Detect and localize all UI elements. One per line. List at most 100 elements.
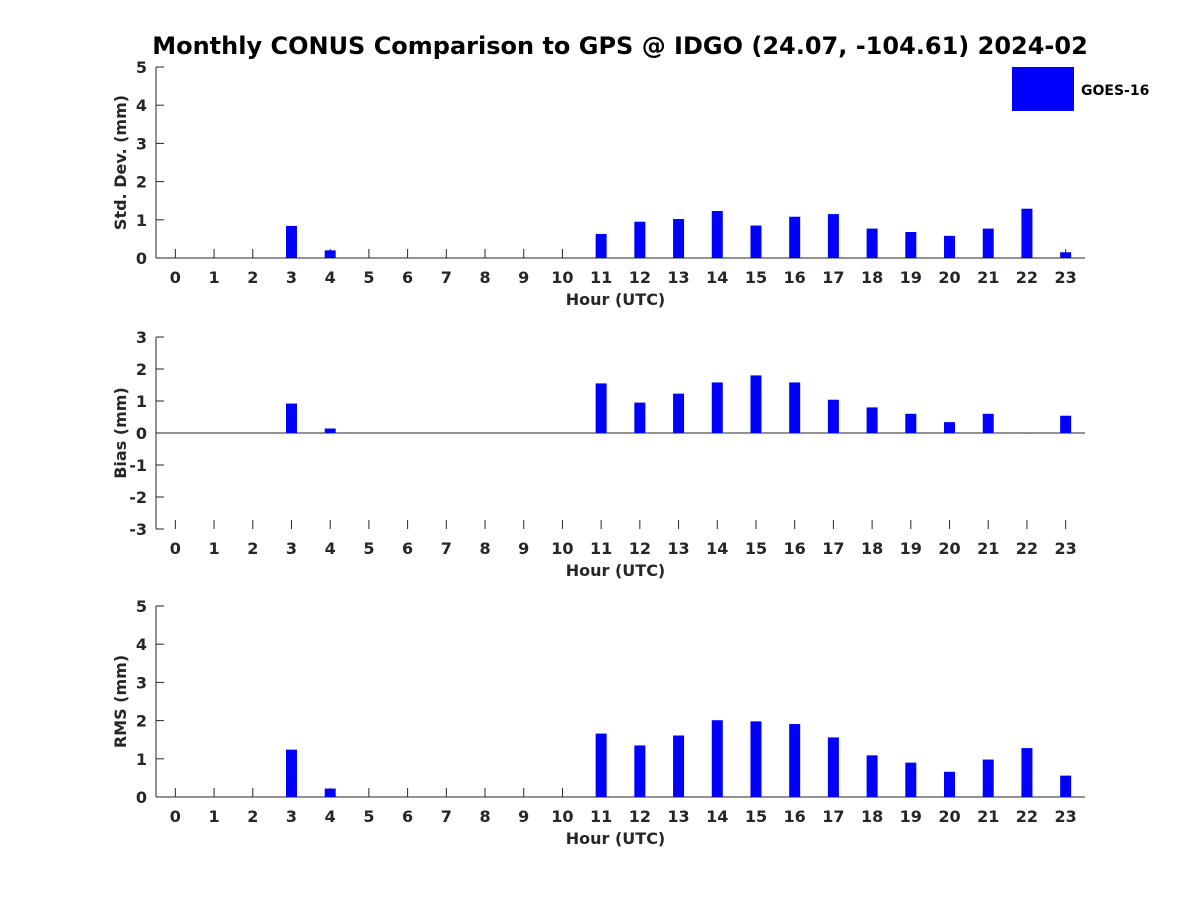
- x-tick-label: 9: [518, 268, 529, 287]
- x-tick-label: 21: [977, 268, 999, 287]
- bar: [595, 733, 607, 797]
- x-tick-label: 4: [325, 539, 336, 558]
- x-tick-label: 7: [441, 268, 452, 287]
- y-tick-label: 0: [136, 424, 147, 443]
- bar: [595, 383, 607, 433]
- y-tick-label: 1: [136, 211, 147, 230]
- bar: [1021, 208, 1033, 258]
- x-tick-label: 18: [861, 539, 883, 558]
- x-tick-label: 8: [479, 807, 490, 826]
- y-tick-label: 3: [136, 328, 147, 347]
- bar: [827, 214, 839, 258]
- bar: [324, 428, 336, 433]
- chart-title: Monthly CONUS Comparison to GPS @ IDGO (…: [152, 32, 1088, 60]
- y-tick-label: 0: [136, 249, 147, 268]
- x-tick-label: 14: [706, 807, 728, 826]
- x-tick-label: 19: [900, 539, 922, 558]
- x-tick-label: 20: [938, 539, 960, 558]
- x-tick-label: 17: [822, 807, 844, 826]
- bar: [827, 399, 839, 433]
- bar: [634, 745, 646, 797]
- x-tick-label: 9: [518, 539, 529, 558]
- bar: [944, 422, 956, 433]
- x-tick-label: 13: [667, 268, 689, 287]
- x-tick-label: 16: [784, 268, 806, 287]
- x-tick-label: 21: [977, 807, 999, 826]
- x-tick-label: 23: [1055, 268, 1077, 287]
- y-axis-label: Std. Dev. (mm): [111, 95, 130, 230]
- x-tick-label: 13: [667, 807, 689, 826]
- bar: [1060, 415, 1072, 433]
- x-tick-label: 5: [363, 268, 374, 287]
- x-axis-label: Hour (UTC): [566, 829, 666, 848]
- y-tick-label: 4: [136, 635, 147, 654]
- bar: [285, 225, 297, 258]
- x-tick-label: 6: [402, 268, 413, 287]
- bar: [1021, 748, 1033, 797]
- y-tick-label: -1: [129, 456, 147, 475]
- bar: [673, 735, 685, 797]
- legend-label: GOES-16: [1081, 83, 1149, 99]
- x-tick-label: 10: [551, 268, 573, 287]
- x-tick-label: 11: [590, 539, 612, 558]
- bar: [866, 407, 878, 433]
- x-tick-label: 23: [1055, 539, 1077, 558]
- x-tick-label: 2: [247, 268, 258, 287]
- x-tick-label: 8: [479, 539, 490, 558]
- bar: [866, 755, 878, 797]
- x-tick-label: 23: [1055, 807, 1077, 826]
- x-tick-label: 15: [745, 807, 767, 826]
- x-tick-label: 22: [1016, 268, 1038, 287]
- y-axis-label: Bias (mm): [111, 387, 130, 479]
- y-tick-label: 5: [136, 58, 147, 77]
- x-tick-label: 12: [629, 539, 651, 558]
- y-tick-label: 2: [136, 173, 147, 192]
- x-tick-label: 3: [286, 807, 297, 826]
- x-tick-label: 18: [861, 807, 883, 826]
- x-tick-label: 15: [745, 268, 767, 287]
- y-tick-label: 2: [136, 360, 147, 379]
- x-tick-label: 7: [441, 539, 452, 558]
- x-axis-label: Hour (UTC): [566, 561, 666, 580]
- x-tick-label: 22: [1016, 807, 1038, 826]
- bar: [750, 721, 762, 797]
- y-tick-label: 4: [136, 96, 147, 115]
- y-tick-label: -3: [129, 520, 147, 539]
- bar: [982, 759, 994, 797]
- y-tick-label: 2: [136, 712, 147, 731]
- x-tick-label: 16: [784, 807, 806, 826]
- y-tick-label: 1: [136, 392, 147, 411]
- bar: [944, 235, 956, 258]
- bar: [827, 737, 839, 797]
- bar: [982, 413, 994, 433]
- bar: [711, 720, 723, 797]
- bar: [905, 413, 917, 433]
- x-tick-label: 17: [822, 268, 844, 287]
- y-tick-label: 3: [136, 673, 147, 692]
- x-tick-label: 22: [1016, 539, 1038, 558]
- x-tick-label: 1: [208, 539, 219, 558]
- bar: [324, 788, 336, 797]
- x-tick-label: 9: [518, 807, 529, 826]
- x-tick-label: 12: [629, 268, 651, 287]
- y-tick-label: 3: [136, 134, 147, 153]
- bar: [905, 232, 917, 258]
- bar: [866, 228, 878, 258]
- bar: [982, 228, 994, 258]
- y-tick-label: -2: [129, 488, 147, 507]
- x-tick-label: 5: [363, 807, 374, 826]
- x-tick-label: 12: [629, 807, 651, 826]
- legend-swatch: [1012, 67, 1074, 111]
- x-tick-label: 19: [900, 807, 922, 826]
- bar: [634, 221, 646, 258]
- x-tick-label: 1: [208, 268, 219, 287]
- bar: [285, 403, 297, 433]
- x-tick-label: 5: [363, 539, 374, 558]
- bar: [634, 402, 646, 433]
- bar: [673, 219, 685, 258]
- bar: [1060, 775, 1072, 797]
- x-tick-label: 15: [745, 539, 767, 558]
